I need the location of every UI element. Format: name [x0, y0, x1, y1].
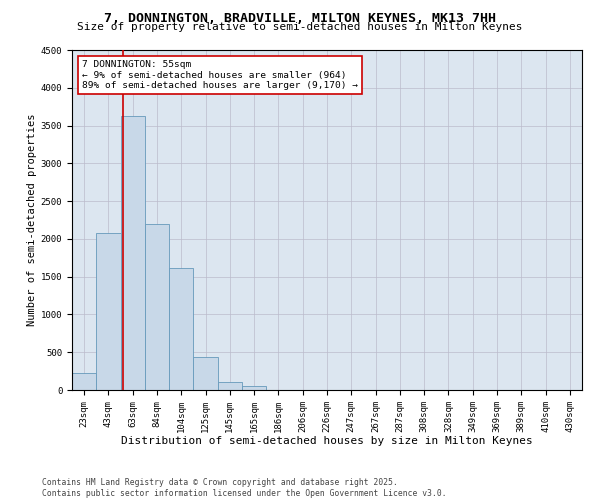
Bar	[72, 374, 96, 390]
Bar	[169, 268, 193, 390]
Text: 7, DONNINGTON, BRADVILLE, MILTON KEYNES, MK13 7HH: 7, DONNINGTON, BRADVILLE, MILTON KEYNES,…	[104, 12, 496, 26]
Bar	[242, 386, 266, 390]
Bar	[193, 357, 218, 390]
Bar	[96, 233, 121, 390]
Text: 7 DONNINGTON: 55sqm
← 9% of semi-detached houses are smaller (964)
89% of semi-d: 7 DONNINGTON: 55sqm ← 9% of semi-detache…	[82, 60, 358, 90]
Bar	[218, 382, 242, 390]
Text: Contains HM Land Registry data © Crown copyright and database right 2025.
Contai: Contains HM Land Registry data © Crown c…	[42, 478, 446, 498]
Y-axis label: Number of semi-detached properties: Number of semi-detached properties	[26, 114, 37, 326]
Bar	[121, 116, 145, 390]
Bar	[145, 224, 169, 390]
X-axis label: Distribution of semi-detached houses by size in Milton Keynes: Distribution of semi-detached houses by …	[121, 436, 533, 446]
Text: Size of property relative to semi-detached houses in Milton Keynes: Size of property relative to semi-detach…	[77, 22, 523, 32]
